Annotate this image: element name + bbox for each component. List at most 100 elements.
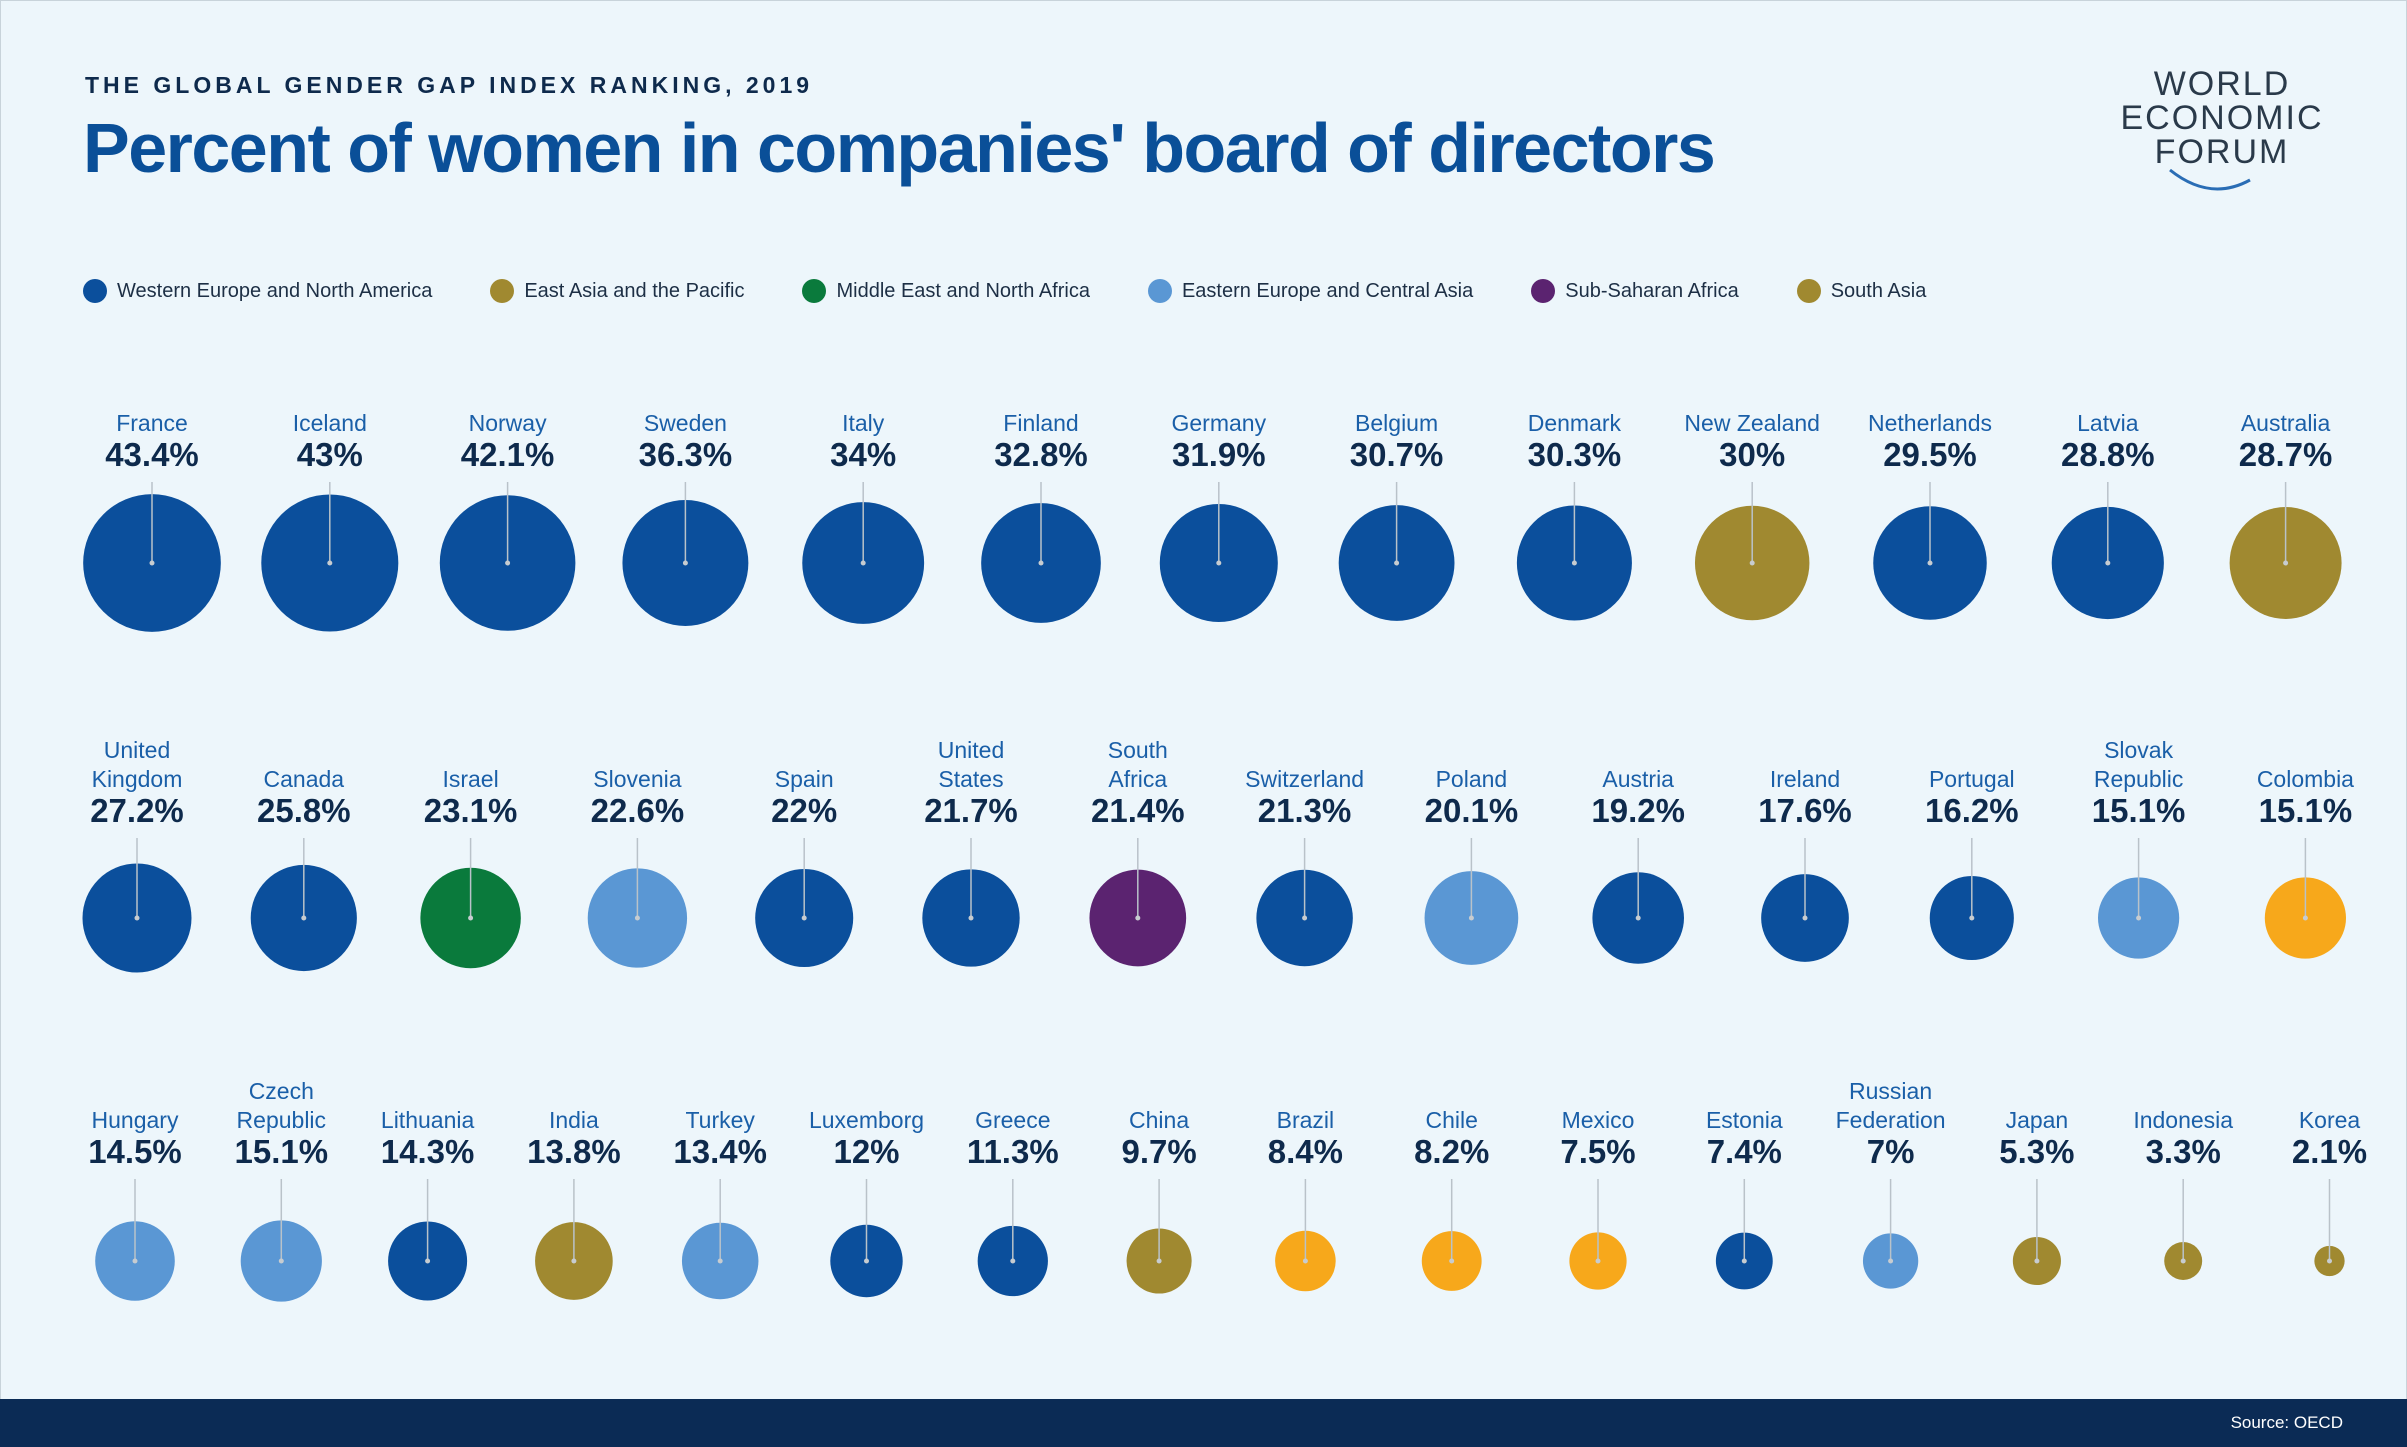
country-name: Latvia [2077,410,2139,436]
bubble-center-dot [1468,915,1474,921]
bubble-center-dot [717,1258,723,1264]
value-label: 22% [771,792,837,829]
chart-eyebrow: THE GLOBAL GENDER GAP INDEX RANKING, 201… [85,72,814,98]
country-name: Estonia [1706,1107,1783,1133]
value-label: 21.3% [1258,792,1352,829]
country-name: United [938,737,1004,763]
legend-item: South Asia [1796,279,1927,303]
bubble-center-dot [682,560,688,566]
value-label: 14.5% [88,1133,182,1170]
country-name: Denmark [1528,410,1622,436]
bubble-center-dot [278,1258,284,1264]
country-name: States [938,766,1003,792]
legend-swatch [490,279,515,303]
bubble-center-dot [1802,915,1808,921]
legend-item: Middle East and North Africa [802,279,1090,303]
country-name: Luxemborg [809,1107,924,1133]
value-label: 27.2% [90,792,184,829]
value-label: 19.2% [1591,792,1685,829]
bubble-center-dot [425,1258,431,1264]
country-name: Republic [2094,766,2184,792]
bubble-center-dot [1216,560,1222,566]
country-name: Indonesia [2133,1107,2233,1133]
value-label: 36.3% [639,436,733,473]
bubble-center-dot [1156,1258,1162,1264]
country-name: Slovak [2104,737,2174,763]
bubble-center-dot [2302,915,2308,921]
bubble-center-dot [571,1258,577,1264]
bubble-center-dot [1302,915,1308,921]
bubble-center-dot [2136,915,2142,921]
country-name: Netherlands [1868,410,1992,436]
country-name: Slovenia [593,766,681,792]
bubble-center-dot [2180,1258,2186,1264]
value-label: 28.8% [2061,436,2155,473]
country-name: Italy [842,410,885,436]
value-label: 2.1% [2292,1133,2367,1170]
value-label: 14.3% [381,1133,475,1170]
country-name: China [1129,1107,1189,1133]
logo-line-2: ECONOMIC [2121,99,2324,137]
country-name: Spain [775,766,834,792]
value-label: 29.5% [1883,436,1977,473]
country-name: Czech [249,1078,314,1104]
value-label: 30.3% [1528,436,1622,473]
bubble-center-dot [1449,1258,1455,1264]
country-name: Germany [1172,410,1267,436]
logo-line-3: FORUM [2155,133,2290,171]
value-label: 13.4% [673,1133,767,1170]
legend-label: East Asia and the Pacific [524,279,745,302]
country-name: South [1108,737,1168,763]
country-name: Australia [2241,410,2331,436]
legend-swatch [1531,279,1556,303]
country-name: Africa [1108,766,1167,792]
country-name: Federation [1836,1107,1946,1133]
logo-line-1: WORLD [2154,65,2291,103]
legend-label: Eastern Europe and Central Asia [1181,279,1474,302]
value-label: 31.9% [1172,436,1266,473]
value-label: 20.1% [1425,792,1519,829]
country-name: Japan [2006,1107,2069,1133]
value-label: 17.6% [1758,792,1852,829]
country-name: Greece [975,1107,1050,1133]
bubble-center-dot [132,1258,138,1264]
bubble-center-dot [1635,915,1641,921]
value-label: 42.1% [461,436,555,473]
country-name: Chile [1425,1107,1477,1133]
value-label: 7.4% [1707,1133,1782,1170]
country-name: Mexico [1562,1107,1635,1133]
bubble-center-dot [2034,1258,2040,1264]
bubble-center-dot [864,1258,869,1264]
value-label: 30.7% [1350,436,1444,473]
country-name: Norway [469,410,547,436]
country-name: Sweden [644,410,727,436]
legend-label: Sub-Saharan Africa [1565,279,1739,302]
bubble-center-dot [1038,560,1044,566]
value-label: 22.6% [591,792,685,829]
legend-label: South Asia [1830,279,1927,302]
value-label: 5.3% [1999,1133,2074,1170]
